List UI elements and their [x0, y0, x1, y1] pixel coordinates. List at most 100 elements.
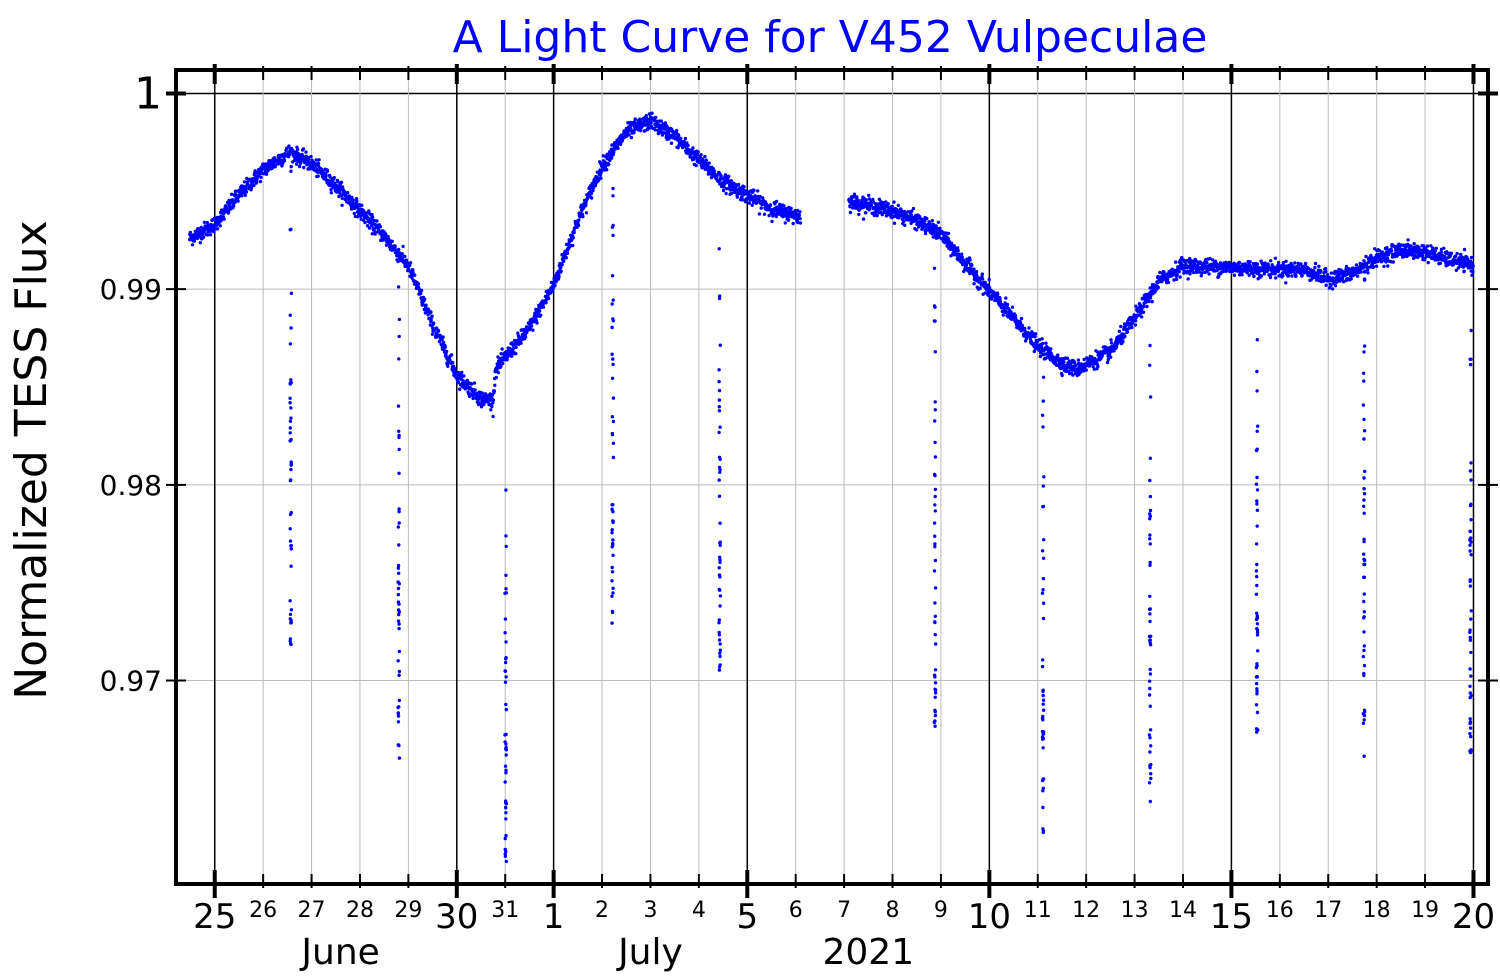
data-point	[1468, 667, 1472, 671]
data-point	[1138, 303, 1143, 307]
data-point	[559, 265, 563, 269]
data-point	[188, 230, 193, 235]
data-point	[1106, 357, 1111, 362]
data-point	[1041, 689, 1045, 694]
data-point	[396, 619, 401, 623]
data-point	[1442, 246, 1446, 250]
data-point	[504, 747, 508, 751]
data-point	[717, 618, 721, 622]
data-point	[1041, 708, 1046, 712]
data-point	[923, 219, 927, 223]
x-tick-label: 26	[249, 898, 277, 923]
data-point	[1269, 259, 1273, 263]
data-point	[397, 602, 401, 606]
data-point	[718, 558, 722, 562]
data-point	[1010, 305, 1015, 309]
data-point	[933, 724, 937, 728]
data-point	[644, 114, 648, 118]
data-point	[1259, 274, 1264, 278]
data-point	[1107, 352, 1112, 357]
data-point	[729, 191, 734, 195]
data-point	[396, 404, 401, 408]
data-point	[503, 669, 508, 673]
data-point	[289, 164, 293, 169]
data-point	[1041, 601, 1046, 605]
data-point	[314, 158, 318, 162]
data-point	[1468, 584, 1473, 588]
data-point	[774, 199, 779, 204]
data-point	[431, 321, 436, 325]
data-point	[972, 267, 976, 271]
data-point	[1041, 576, 1046, 581]
data-point	[669, 141, 674, 145]
data-point	[1041, 693, 1045, 698]
data-point	[397, 756, 402, 760]
data-point	[610, 579, 614, 583]
data-point	[956, 252, 961, 256]
data-point	[460, 370, 464, 375]
data-point	[1293, 261, 1297, 265]
data-point	[933, 400, 937, 404]
x-tick-label: 6	[789, 898, 803, 923]
data-point	[242, 180, 247, 184]
data-point	[611, 419, 616, 424]
data-point	[1273, 256, 1278, 260]
data-point	[719, 174, 723, 178]
data-point	[1040, 591, 1045, 595]
data-point	[934, 642, 938, 646]
data-point	[288, 539, 293, 543]
data-point	[1366, 267, 1370, 272]
data-point	[408, 263, 412, 268]
data-point	[933, 681, 938, 685]
data-point	[1323, 266, 1328, 271]
data-point	[1207, 272, 1211, 276]
data-point	[1255, 630, 1260, 634]
data-point	[718, 654, 722, 659]
data-point	[1362, 552, 1366, 556]
data-point	[355, 199, 359, 203]
data-point	[1329, 271, 1334, 275]
data-point	[717, 409, 722, 413]
data-point	[1147, 607, 1152, 611]
data-point	[1299, 262, 1303, 266]
data-point	[1255, 687, 1259, 691]
data-point	[1361, 654, 1366, 659]
data-point	[504, 640, 508, 644]
data-point	[1362, 610, 1367, 614]
data-point	[692, 157, 696, 161]
data-point	[437, 339, 442, 344]
data-points	[187, 111, 1475, 864]
data-point	[1469, 749, 1473, 754]
data-point	[695, 152, 700, 157]
data-point	[397, 247, 401, 252]
data-point	[1042, 352, 1046, 356]
data-point	[717, 465, 722, 470]
data-point	[489, 408, 493, 412]
data-point	[1123, 334, 1127, 339]
data-point	[718, 541, 722, 545]
data-point	[373, 232, 377, 236]
data-point	[1255, 488, 1260, 492]
data-point	[649, 121, 653, 125]
data-point	[1363, 562, 1367, 567]
data-point	[676, 146, 680, 150]
data-point	[240, 194, 244, 198]
data-point	[1317, 264, 1321, 268]
data-point	[504, 742, 508, 746]
data-point	[659, 119, 663, 123]
data-point	[1374, 264, 1379, 268]
data-point	[921, 226, 925, 230]
data-point	[864, 198, 868, 202]
data-point	[1362, 648, 1366, 653]
data-point	[342, 189, 347, 194]
data-point	[1469, 328, 1473, 333]
data-point	[397, 509, 401, 514]
data-point	[336, 180, 340, 184]
data-point	[611, 553, 615, 557]
data-point	[503, 591, 507, 595]
data-point	[1254, 727, 1259, 731]
data-point	[1364, 254, 1368, 259]
data-point	[419, 291, 423, 295]
data-point	[721, 188, 726, 193]
